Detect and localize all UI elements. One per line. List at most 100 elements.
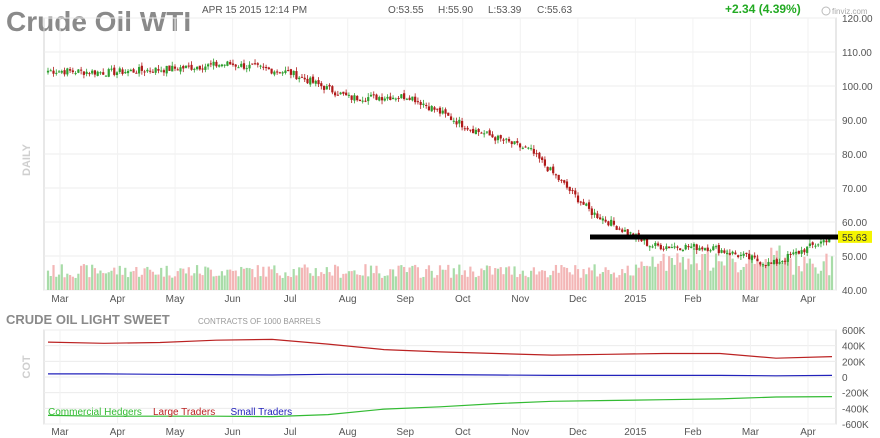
candle-body <box>276 71 279 73</box>
candle-body <box>659 244 662 250</box>
candle-body <box>795 251 798 254</box>
candle-body <box>146 69 149 72</box>
high-value: H:55.90 <box>438 5 473 16</box>
candle-body <box>422 103 425 106</box>
candle-body <box>808 243 812 247</box>
volume-bar <box>753 263 756 290</box>
candle-body <box>676 246 679 248</box>
volume-bar <box>57 274 61 290</box>
candle-body <box>386 96 389 99</box>
price-tick-label: 80.00 <box>842 150 867 161</box>
volume-bar <box>430 270 433 290</box>
volume-bar <box>510 274 513 290</box>
candle-body <box>320 83 323 87</box>
cot-x-tick-label: May <box>166 427 185 438</box>
candle-body <box>121 69 124 74</box>
candle-body <box>306 78 309 84</box>
candle-body <box>204 66 207 70</box>
volume-bar <box>587 267 591 290</box>
volume-bar <box>176 271 179 290</box>
candle-body <box>731 251 734 254</box>
candle-body <box>734 252 737 255</box>
volume-bar <box>767 262 770 290</box>
volume-bar <box>231 270 235 290</box>
candle-body <box>234 64 237 67</box>
candle-body <box>331 86 334 93</box>
price-tick-label: 100.00 <box>842 82 873 93</box>
brand-label[interactable]: finviz.com <box>832 7 868 16</box>
volume-bar <box>772 254 776 290</box>
volume-bar <box>132 271 135 290</box>
candle-body <box>483 133 486 135</box>
candle-body <box>673 246 676 248</box>
candle-body <box>77 69 80 73</box>
candle-body <box>750 255 754 261</box>
volume-bar <box>579 277 582 290</box>
candle-body <box>154 67 157 73</box>
volume-bar <box>284 272 287 290</box>
cot-x-tick-label: Aug <box>339 427 357 438</box>
candle-body <box>510 141 513 145</box>
candle-body <box>507 138 511 142</box>
candle-body <box>88 73 91 75</box>
candle-body <box>524 146 527 148</box>
candle-body <box>124 72 127 74</box>
cot-x-tick-label: Mar <box>51 427 69 438</box>
volume-bar <box>527 277 530 290</box>
volume-bar <box>615 277 618 290</box>
volume-bar <box>576 269 580 290</box>
volume-bar <box>391 269 395 290</box>
cot-axis-label: COT <box>21 355 33 379</box>
candle-body <box>585 203 588 206</box>
candle-body <box>68 69 72 71</box>
volume-bar <box>124 267 127 290</box>
volume-bar <box>568 272 571 290</box>
candle-body <box>82 71 85 75</box>
candle-body <box>563 180 566 183</box>
candle-body <box>245 68 248 70</box>
candle-body <box>309 77 312 85</box>
volume-bar <box>165 265 168 290</box>
candle-body <box>521 147 524 149</box>
cot-x-tick-label: 2015 <box>624 427 647 438</box>
price-tick-label: 90.00 <box>842 116 867 127</box>
candle-body <box>397 97 400 99</box>
volume-bar <box>137 276 141 290</box>
volume-bar <box>574 265 577 290</box>
candle-body <box>405 98 408 100</box>
volume-bar <box>102 273 105 290</box>
volume-bar <box>538 271 541 290</box>
volume-bar <box>549 275 552 290</box>
candle-body <box>541 157 544 160</box>
candle-body <box>400 94 403 99</box>
volume-bar <box>375 265 378 290</box>
volume-bar <box>778 245 781 290</box>
volume-bar <box>350 271 353 290</box>
candle-body <box>552 166 555 174</box>
candle-body <box>391 97 395 100</box>
candle-body <box>151 71 155 73</box>
volume-bars <box>46 245 834 290</box>
candle-body <box>325 86 328 90</box>
cot-x-tick-label: Dec <box>569 427 587 438</box>
candle-body <box>621 229 624 232</box>
candle-body <box>425 104 428 106</box>
candle-body <box>218 65 221 67</box>
candle-body <box>679 248 682 251</box>
volume-bar <box>229 269 232 290</box>
volume-bar <box>151 271 155 290</box>
candle-body <box>463 128 466 130</box>
volume-bar <box>77 273 80 290</box>
legend-entry: Small Traders <box>231 407 293 418</box>
volume-bar <box>115 274 119 290</box>
candle-body <box>336 94 339 96</box>
candle-body <box>458 119 461 124</box>
cot-x-tick-label: Apr <box>800 427 816 438</box>
volume-bar <box>82 264 85 290</box>
volume-bar <box>632 275 635 290</box>
volume-bar <box>499 267 502 290</box>
candle-body <box>317 80 320 85</box>
volume-bar <box>541 270 544 290</box>
price-x-axis: Mar Apr May Jun Jul Aug Sep Oct Nov Dec 2015 Feb Mar… <box>51 294 816 305</box>
volume-bar <box>452 268 455 290</box>
